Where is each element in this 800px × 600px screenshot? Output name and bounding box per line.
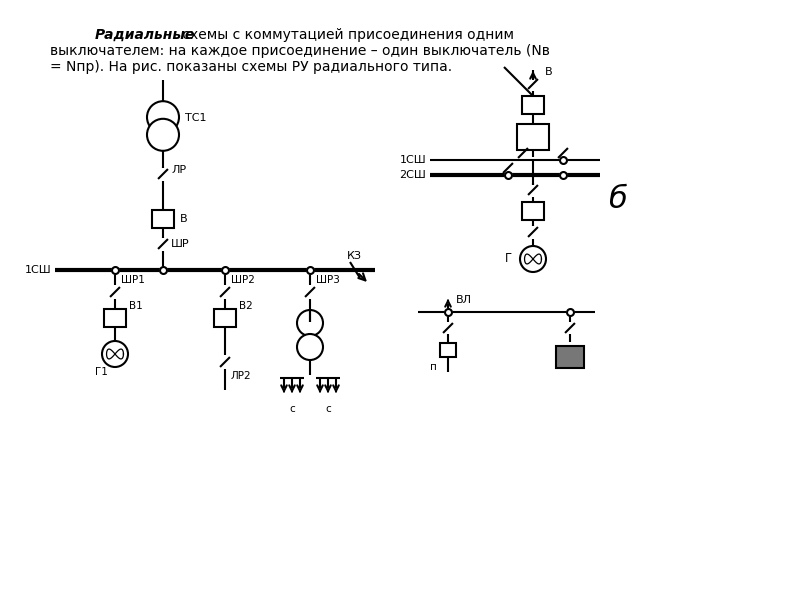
Bar	[522, 202, 544, 220]
Text: п: п	[430, 362, 437, 372]
Bar	[522, 96, 544, 114]
Circle shape	[147, 119, 179, 151]
Bar	[556, 346, 584, 368]
Text: Г: Г	[505, 253, 512, 265]
Text: с: с	[289, 404, 295, 414]
Circle shape	[102, 341, 128, 367]
Circle shape	[297, 310, 323, 336]
Bar	[214, 309, 236, 327]
Bar	[152, 210, 174, 228]
Text: В: В	[180, 214, 188, 224]
Bar	[104, 309, 126, 327]
Text: В1: В1	[129, 301, 142, 311]
Text: ВЛ: ВЛ	[456, 295, 472, 305]
Text: выключателем: на каждое присоединение – один выключатель (Nв: выключателем: на каждое присоединение – …	[50, 44, 550, 58]
Text: В: В	[545, 67, 553, 77]
Text: КЗ: КЗ	[347, 251, 362, 261]
Text: ЛР2: ЛР2	[231, 371, 252, 381]
Text: = Nпр). На рис. показаны схемы РУ радиального типа.: = Nпр). На рис. показаны схемы РУ радиал…	[50, 60, 452, 74]
Text: ЛР: ЛР	[171, 165, 186, 175]
Circle shape	[147, 101, 179, 133]
Text: В2: В2	[239, 301, 253, 311]
Text: Г1: Г1	[95, 367, 108, 377]
Text: 1СШ: 1СШ	[399, 155, 426, 165]
Text: схемы с коммутацией присоединения одним: схемы с коммутацией присоединения одним	[178, 28, 514, 42]
Text: 2СШ: 2СШ	[399, 170, 426, 180]
Text: ШР1: ШР1	[121, 275, 145, 285]
Text: 1СШ: 1СШ	[24, 265, 51, 275]
Text: ШР2: ШР2	[231, 275, 255, 285]
Circle shape	[297, 334, 323, 360]
Circle shape	[520, 246, 546, 272]
Bar	[517, 124, 549, 150]
Text: с: с	[325, 404, 331, 414]
Text: б: б	[608, 185, 626, 214]
Text: ШР3: ШР3	[316, 275, 340, 285]
Bar	[440, 343, 456, 357]
Text: ТС1: ТС1	[185, 113, 206, 123]
Text: Радиальные: Радиальные	[95, 28, 195, 42]
Text: ШР: ШР	[171, 239, 190, 249]
